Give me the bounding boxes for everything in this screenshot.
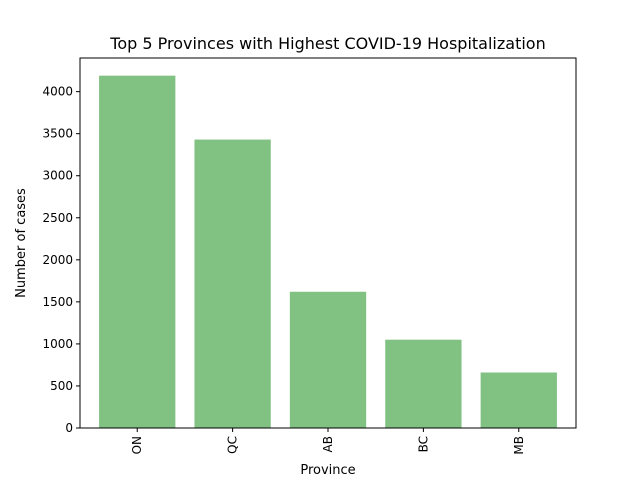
bar-on [99,75,176,428]
x-tick-label-ab: AB [321,436,335,452]
y-tick-label: 1500 [42,295,73,309]
x-tick-label-qc: QC [226,436,240,454]
y-tick-label: 2000 [42,253,73,267]
y-axis-label: Number of cases [14,188,29,298]
chart-title: Top 5 Provinces with Highest COVID-19 Ho… [109,34,545,53]
bar-mb [480,372,557,428]
y-tick-label: 3000 [42,169,73,183]
bars-group [99,75,557,428]
x-tick-label-mb: MB [512,436,526,455]
y-axis-ticks: 0 500 1000 1500 2000 2500 3000 3500 4000 [42,85,80,435]
y-tick-label: 3500 [42,127,73,141]
x-axis-ticks: ON QC AB BC MB [130,428,526,455]
bar-bc [385,339,462,428]
x-tick-label-on: ON [130,436,144,454]
y-tick-label: 1000 [42,337,73,351]
bar-ab [289,291,367,428]
x-tick-label-bc: BC [416,436,430,452]
x-axis-label: Province [300,463,355,478]
y-tick-label: 0 [65,421,73,435]
y-tick-label: 2500 [42,211,73,225]
y-tick-label: 4000 [42,85,73,99]
y-tick-label: 500 [50,379,73,393]
bar-qc [194,139,271,428]
